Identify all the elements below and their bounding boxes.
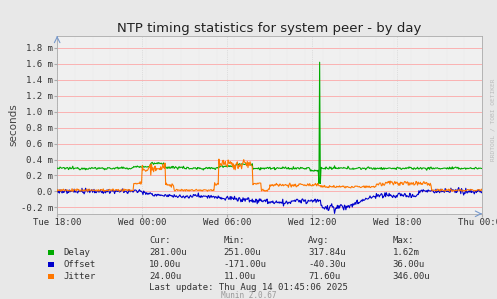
Text: 11.00u: 11.00u — [224, 272, 256, 281]
Title: NTP timing statistics for system peer - by day: NTP timing statistics for system peer - … — [117, 22, 422, 35]
Text: -40.30u: -40.30u — [308, 260, 346, 269]
Text: RRDTOOL / TOBI OETIKER: RRDTOOL / TOBI OETIKER — [491, 78, 496, 161]
Text: Min:: Min: — [224, 236, 245, 245]
Y-axis label: seconds: seconds — [8, 103, 18, 146]
Text: 1.62m: 1.62m — [393, 248, 419, 257]
Text: 346.00u: 346.00u — [393, 272, 430, 281]
Text: 71.60u: 71.60u — [308, 272, 340, 281]
Text: 251.00u: 251.00u — [224, 248, 261, 257]
Text: -171.00u: -171.00u — [224, 260, 267, 269]
Text: Last update: Thu Aug 14 01:45:06 2025: Last update: Thu Aug 14 01:45:06 2025 — [149, 283, 348, 292]
Text: 281.00u: 281.00u — [149, 248, 187, 257]
Text: 24.00u: 24.00u — [149, 272, 181, 281]
Text: Avg:: Avg: — [308, 236, 330, 245]
Text: 317.84u: 317.84u — [308, 248, 346, 257]
Text: Cur:: Cur: — [149, 236, 170, 245]
Text: 10.00u: 10.00u — [149, 260, 181, 269]
Text: Munin 2.0.67: Munin 2.0.67 — [221, 291, 276, 299]
Text: Offset: Offset — [63, 260, 95, 269]
Text: Jitter: Jitter — [63, 272, 95, 281]
Text: 36.00u: 36.00u — [393, 260, 425, 269]
Text: Max:: Max: — [393, 236, 414, 245]
Text: Delay: Delay — [63, 248, 90, 257]
